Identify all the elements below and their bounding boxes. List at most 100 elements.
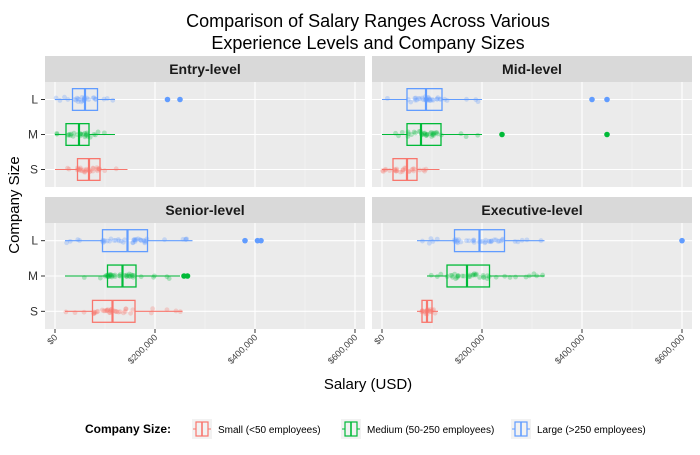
outlier-point: [242, 237, 248, 244]
jitter-point: [498, 238, 504, 244]
box-L: [64, 229, 264, 253]
jitter-point: [484, 276, 490, 282]
jitter-point: [413, 95, 419, 101]
jitter-point: [400, 167, 406, 173]
jitter-point: [138, 237, 144, 243]
jitter-point: [458, 239, 464, 245]
jitter-point: [488, 239, 494, 245]
jitter-point: [64, 240, 70, 246]
jitter-point: [66, 132, 72, 138]
jitter-point: [78, 166, 83, 172]
jitter-point: [496, 238, 502, 244]
legend: Company Size: Small (<50 employees) Mediu…: [85, 419, 646, 439]
jitter-point: [456, 237, 462, 243]
jitter-point: [540, 272, 546, 278]
jitter-point: [393, 168, 399, 174]
jitter-point: [400, 167, 406, 173]
jitter-point: [80, 131, 86, 137]
jitter-point: [117, 272, 123, 277]
jitter-point: [471, 237, 477, 243]
jitter-point: [107, 272, 113, 278]
jitter-point: [470, 272, 476, 278]
legend-label: Large (>250 employees): [537, 425, 646, 436]
jitter-point: [454, 238, 460, 244]
jitter-point: [424, 131, 430, 137]
jitter-point: [434, 96, 440, 102]
jitter-point: [102, 308, 108, 314]
jitter-point: [427, 96, 432, 102]
jitter-point: [480, 272, 486, 278]
jitter-point: [107, 238, 113, 244]
jitter-point: [118, 238, 124, 244]
jitter-point: [107, 274, 112, 280]
jitter-point: [130, 240, 136, 245]
panel-strip: [45, 197, 365, 223]
jitter-point: [129, 273, 135, 279]
jitter-point: [409, 132, 414, 137]
jitter-point: [417, 96, 423, 102]
jitter-point: [113, 309, 119, 315]
jitter-point: [76, 96, 82, 102]
jitter-point: [78, 99, 84, 105]
outlier-point: [604, 131, 610, 138]
outlier-point: [499, 131, 505, 138]
jitter-point: [122, 309, 128, 314]
jitter-point: [452, 271, 458, 277]
jitter-point: [424, 133, 429, 138]
jitter-point: [74, 95, 80, 101]
y-tick-label: S: [30, 304, 38, 318]
jitter-point: [130, 307, 136, 313]
jitter-point: [84, 130, 90, 136]
jitter-point: [486, 238, 492, 244]
jitter-point: [489, 238, 495, 244]
jitter-point: [422, 131, 428, 137]
jitter-point: [104, 308, 109, 313]
jitter-point: [101, 308, 107, 314]
jitter-point: [122, 272, 128, 278]
jitter-point: [112, 308, 118, 314]
panel-strip: [372, 197, 692, 223]
jitter-point: [84, 131, 89, 137]
jitter-point: [416, 95, 421, 101]
outlier-point: [679, 237, 685, 244]
jitter-point: [419, 95, 425, 101]
jitter-point: [130, 274, 136, 280]
jitter-point: [412, 97, 418, 103]
jitter-point: [424, 132, 430, 137]
legend-item-M: Medium (50-250 employees): [341, 419, 494, 439]
jitter-point: [432, 310, 438, 316]
jitter-point: [430, 130, 436, 136]
panel-title: Executive-level: [481, 202, 582, 218]
jitter-point: [126, 273, 131, 279]
jitter-point: [83, 132, 89, 138]
jitter-point: [428, 98, 433, 103]
jitter-point: [75, 96, 81, 102]
jitter-point: [105, 307, 110, 313]
panel-title: Entry-level: [169, 61, 241, 77]
jitter-point: [79, 94, 85, 100]
jitter-point: [483, 239, 488, 245]
jitter-point: [75, 237, 81, 243]
jitter-point: [116, 273, 122, 279]
jitter-point: [99, 307, 105, 313]
jitter-point: [138, 274, 144, 280]
jitter-point: [86, 97, 92, 102]
jitter-point: [127, 274, 133, 279]
jitter-point: [382, 167, 388, 173]
jitter-point: [110, 97, 116, 103]
jitter-point: [454, 239, 460, 245]
jitter-point: [426, 97, 432, 102]
y-tick-label: S: [30, 163, 38, 177]
jitter-point: [392, 166, 398, 172]
jitter-point: [104, 308, 110, 314]
jitter-point: [81, 169, 87, 174]
jitter-point: [109, 273, 114, 279]
legend-item-L: Large (>250 employees): [511, 419, 646, 439]
jitter-point: [477, 274, 483, 280]
jitter-point: [117, 309, 123, 315]
jitter-point: [481, 275, 487, 281]
box-iqr: [446, 264, 491, 288]
jitter-point: [82, 169, 88, 175]
jitter-point: [455, 273, 461, 278]
